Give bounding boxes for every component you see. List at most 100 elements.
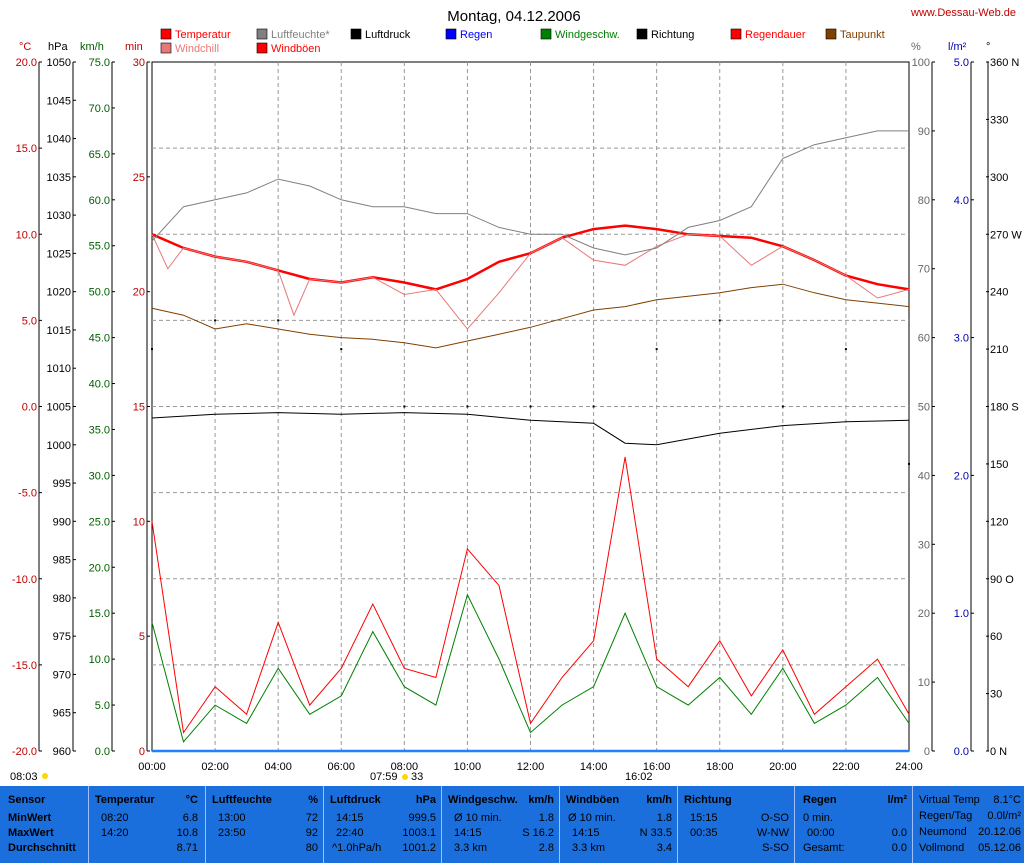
stats-value: 1003.1	[402, 827, 436, 839]
stats-value: 6.8	[182, 812, 198, 824]
axis-tick-pct: 50	[918, 402, 930, 414]
axis-tick-deg: 30	[990, 689, 1002, 701]
x-tick-label: 24:00	[895, 761, 923, 773]
series-point-richtung	[718, 319, 721, 322]
axis-tick-temp: 15.0	[16, 143, 37, 155]
stats-header: Richtung	[684, 794, 732, 806]
stats-time: Gesamt:	[803, 842, 845, 854]
axis-tick-min: 15	[133, 402, 145, 414]
axis-tick-kmh: 15.0	[89, 608, 110, 620]
series-line-windböen	[151, 456, 910, 734]
stats-value: 0.0	[891, 842, 907, 854]
stats-unit: km/h	[646, 794, 672, 806]
axis-unit-deg: °	[986, 41, 990, 53]
legend-label: Windchill	[175, 43, 219, 55]
stats-value: S-SO	[762, 842, 789, 854]
stats-col-temperatur: Temperatur °C 08:20 6.8 14:20 10.8 8.71	[88, 786, 206, 863]
x-tick-label: 02:00	[201, 761, 229, 773]
x-tick-label: 12:00	[517, 761, 545, 773]
axis-tick-hpa: 1050	[47, 57, 71, 69]
stats-value: 8.71	[176, 842, 198, 854]
legend-swatch-green-square	[540, 28, 552, 40]
x-tick-label: 18:00	[706, 761, 734, 773]
stats-label: Regen/Tag	[919, 810, 973, 822]
series-line-windchill	[151, 233, 910, 330]
axis-tick-kmh: 30.0	[89, 470, 110, 482]
stats-time: 3.3 km	[572, 842, 606, 854]
axis-unit-rain: l/m²	[948, 41, 967, 53]
axis-tick-deg: 60	[990, 631, 1002, 643]
axis-unit-kmh: km/h	[80, 41, 104, 53]
x-tick-label: 20:00	[769, 761, 797, 773]
axis-unit-pct: %	[911, 41, 921, 53]
stats-value: 92	[305, 827, 318, 839]
axis-tick-kmh: 60.0	[89, 195, 110, 207]
legend-swatch-red-square	[160, 28, 172, 40]
axis-tick-temp: -15.0	[12, 660, 37, 672]
stats-col-regen: Regen l/m² 0 min. 00:00 0.0 Gesamt: 0.0	[794, 786, 913, 863]
stats-value: 20.12.06	[978, 826, 1021, 838]
x-tick-label: 22:00	[832, 761, 860, 773]
axis-tick-rain: 5.0	[954, 57, 969, 69]
axis-tick-temp: 20.0	[16, 57, 37, 69]
axis-tick-rain: 1.0	[954, 608, 969, 620]
axis-tick-hpa: 1005	[47, 402, 71, 414]
series-line-luftfeuchte	[151, 130, 909, 256]
stats-label: Virtual Temp	[919, 794, 980, 806]
axis-tick-pct: 0	[924, 746, 930, 758]
legend-swatch-red-square	[730, 28, 742, 40]
axis-tick-pct: 20	[918, 608, 930, 620]
axis-tick-deg: 90 O	[990, 574, 1014, 586]
axis-tick-pct: 30	[918, 539, 930, 551]
axis-tick-hpa: 960	[53, 746, 71, 758]
stats-header: Windgeschw.	[448, 794, 518, 806]
legend-label: Temperatur	[175, 29, 231, 41]
axis-tick-deg: 240	[990, 287, 1008, 299]
axis-tick-pct: 80	[918, 195, 930, 207]
axis-tick-deg: 150	[990, 459, 1008, 471]
site-link[interactable]: www.Dessau-Web.de	[910, 7, 1016, 19]
axis-tick-min: 0	[139, 746, 145, 758]
stats-value: 05.12.06	[978, 842, 1021, 854]
x-axis: 00:00 02:00 04:00 06:00 08:00 10:00 12:00 14:00…	[138, 761, 923, 773]
series-point-richtung	[403, 405, 406, 408]
axis-tick-hpa: 975	[53, 631, 71, 643]
axis-tick-hpa: 1045	[47, 95, 71, 107]
stats-value: 0.0l/m²	[987, 810, 1021, 822]
axis-tick-pct: 60	[918, 333, 930, 345]
sunset-label: 16:02	[625, 771, 653, 783]
axis-tick-deg: 360 N	[990, 57, 1019, 69]
axis-tick-hpa: 1020	[47, 287, 71, 299]
legend-swatch-black-square	[350, 28, 362, 40]
stats-header: Luftdruck	[330, 794, 381, 806]
sun-icon	[402, 774, 408, 780]
stats-unit: hPa	[415, 794, 436, 806]
axis-tick-kmh: 75.0	[89, 57, 110, 69]
axes: °C 20.0 15.0 10.0 5.0 0.0 -5.0 -10.0 -15.0 -20.0 h…	[12, 41, 1022, 758]
axis-tick-kmh: 50.0	[89, 287, 110, 299]
stats-col-windgeschw: Windgeschw. km/h Ø 10 min. 1.8 14:15 S 16.…	[441, 786, 560, 863]
stats-time: 14:15	[572, 827, 600, 839]
axis-unit-temp: °C	[19, 41, 31, 53]
stats-col-windboeen: Windböen km/h Ø 10 min. 1.8 14:15 N 33.5 3…	[559, 786, 678, 863]
stats-value: 72	[305, 812, 318, 824]
axis-tick-hpa: 1010	[47, 363, 71, 375]
stats-time: 08:20	[101, 812, 129, 824]
axis-tick-hpa: 1015	[47, 325, 71, 337]
stats-value: W-NW	[756, 827, 789, 839]
series-line-taupunkt	[151, 283, 910, 349]
axis-tick-rain: 2.0	[954, 470, 969, 482]
stats-col-luftdruck: Luftdruck hPa 14:15 999.5 22:40 1003.1 ^1.…	[323, 786, 442, 863]
axis-tick-min: 5	[139, 631, 145, 643]
series-point-richtung	[844, 348, 847, 351]
axis-tick-hpa: 995	[53, 478, 71, 490]
axis-tick-kmh: 0.0	[95, 746, 110, 758]
axis-tick-hpa: 1000	[47, 440, 71, 452]
axis-tick-deg: 120	[990, 516, 1008, 528]
stats-time: 14:15	[336, 812, 364, 824]
axis-tick-deg: 180 S	[990, 402, 1019, 414]
stats-time: 3.3 km	[454, 842, 488, 854]
axis-tick-deg: 330	[990, 114, 1008, 126]
series-point-richtung	[277, 319, 280, 322]
stats-time: 22:40	[336, 827, 364, 839]
